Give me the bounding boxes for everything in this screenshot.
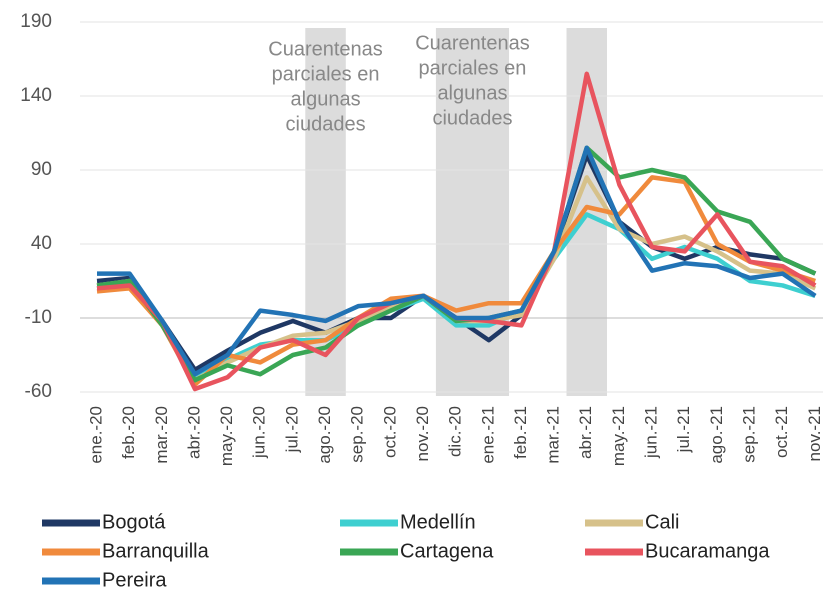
legend-label: Cartagena — [400, 540, 494, 562]
annotation: algunas — [291, 88, 361, 110]
y-tick-label: 90 — [31, 159, 52, 180]
x-tick-label: jul.-21 — [674, 406, 693, 453]
legend-label: Medellín — [400, 511, 476, 533]
y-tick-label: -10 — [25, 307, 52, 328]
x-tick-label: oct.-21 — [772, 406, 791, 458]
x-tick-label: feb.-20 — [119, 406, 138, 459]
annotation: algunas — [437, 82, 507, 104]
y-tick-label: -60 — [25, 381, 52, 402]
x-tick-label: sep.-20 — [348, 406, 367, 463]
series-line — [96, 145, 817, 383]
x-tick-label: jul.-20 — [282, 406, 301, 453]
x-tick-label: dic.-20 — [446, 406, 465, 457]
x-tick-label: ago.-20 — [315, 406, 334, 464]
annotation: parciales en — [419, 57, 527, 79]
x-tick-label: ago.-21 — [707, 406, 726, 464]
legend-label: Cali — [645, 511, 679, 533]
annotation: Cuarentenas — [268, 38, 383, 60]
series-line — [97, 145, 817, 377]
annotation: parciales en — [272, 63, 380, 85]
y-tick-label: 190 — [20, 11, 52, 32]
x-tick-label: feb.-21 — [511, 406, 530, 459]
x-tick-label: may.-20 — [217, 406, 236, 466]
x-tick-label: nov.-20 — [413, 406, 432, 461]
x-tick-label: abr.-21 — [576, 406, 595, 459]
legend-label: Bucaramanga — [645, 540, 770, 562]
x-tick-label: may.-21 — [609, 406, 628, 466]
legend-label: Bogotá — [102, 511, 166, 533]
series-line — [96, 175, 816, 387]
legend-label: Pereira — [102, 569, 167, 591]
x-tick-label: jun.-20 — [250, 406, 269, 459]
x-tick-label: mar.-21 — [544, 406, 563, 464]
annotation: ciudades — [286, 113, 366, 135]
x-tick-label: jun.-21 — [642, 406, 661, 459]
legend-label: Barranquilla — [102, 540, 210, 562]
x-tick-label: ene.-20 — [86, 406, 105, 464]
y-tick-label: 40 — [31, 233, 52, 254]
x-tick-label: oct.-20 — [380, 406, 399, 458]
x-tick-label: sep.-21 — [739, 406, 758, 463]
x-tick-label: nov.-21 — [805, 406, 823, 461]
x-tick-label: mar.-20 — [152, 406, 171, 464]
y-tick-label: 140 — [20, 85, 52, 106]
annotation: ciudades — [432, 107, 512, 129]
x-tick-label: abr.-20 — [184, 406, 203, 459]
x-tick-label: ene.-21 — [478, 406, 497, 464]
annotation: Cuarentenas — [415, 32, 530, 54]
